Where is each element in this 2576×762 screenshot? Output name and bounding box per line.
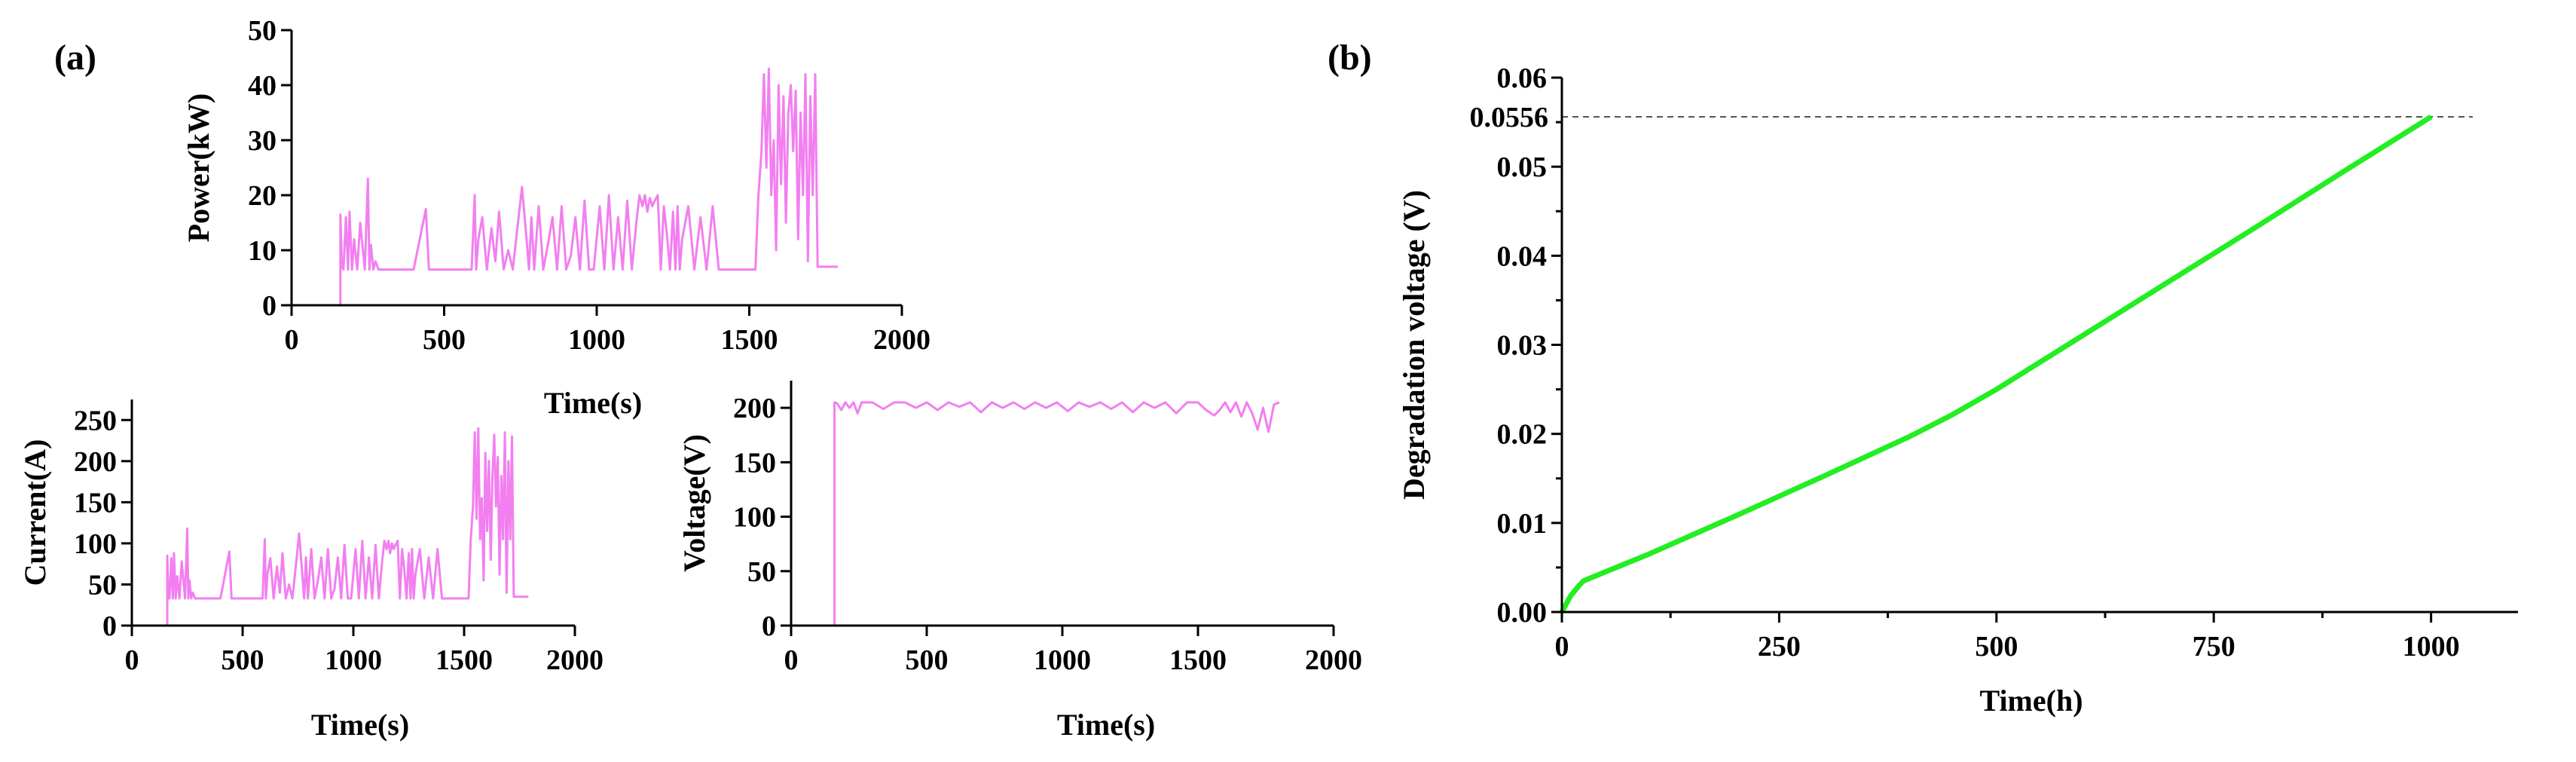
x-tick-label: 1000: [568, 324, 625, 356]
y-tick-label: 200: [74, 446, 117, 478]
current-y-axis-label: Current(A): [18, 439, 52, 586]
x-tick-label: 500: [906, 644, 949, 676]
current-series-line: [132, 427, 529, 627]
voltage-y-axis-label: Voltage(V): [677, 434, 711, 572]
panel-label-a: (a): [54, 38, 96, 78]
y-tick-label: 250: [74, 405, 117, 436]
x-tick-label: 2000: [1305, 644, 1362, 676]
y-tick-label: 40: [248, 70, 277, 102]
y-tick-label: 100: [74, 528, 117, 560]
y-tick-label: 0.04: [1497, 240, 1548, 272]
x-tick-label: 0: [285, 324, 299, 356]
degradation-y-axis-label: Degradation voltage (V): [1397, 190, 1431, 500]
y-tick-label: 10: [248, 235, 277, 267]
current-chart: 0 500 1000 1500 2000 0 50 100 150 200 250 Time(s) Cu…: [18, 399, 604, 742]
y-tick-label: 0.03: [1497, 330, 1548, 362]
power-series-line: [339, 67, 838, 305]
y-tick-label: 50: [248, 15, 277, 47]
x-tick-label: 1500: [721, 324, 778, 356]
degradation-series-line: [1559, 115, 2433, 614]
y-tick-label: 0.06: [1497, 63, 1548, 94]
y-tick-label: 0: [262, 290, 277, 322]
y-tick-label: 20: [248, 180, 277, 212]
x-tick-label: 1500: [435, 644, 493, 676]
x-tick-label: 1000: [325, 644, 382, 676]
x-tick-label: 1500: [1169, 644, 1227, 676]
voltage-chart: 0 500 1000 1500 2000 0 50 100 150 200 Time(s) Volta…: [677, 381, 1362, 742]
y-tick-label: 0.05: [1497, 151, 1548, 183]
x-tick-label: 2000: [873, 324, 930, 356]
y-tick-label: 0: [762, 611, 776, 642]
y-tick-label: 200: [733, 393, 776, 424]
power-y-axis-label: Power(kW): [182, 93, 215, 243]
x-tick-label: 0: [125, 644, 139, 676]
y-tick-label: 0.00: [1497, 597, 1548, 629]
y-tick-label: 50: [747, 556, 776, 588]
x-tick-label: 0: [1555, 631, 1569, 663]
degradation-x-axis-label: Time(h): [1979, 684, 2082, 718]
reference-value-label: 0.0556: [1470, 102, 1549, 133]
y-tick-label: 50: [88, 569, 117, 601]
panel-label-b: (b): [1328, 38, 1372, 78]
x-tick-label: 500: [423, 324, 466, 356]
x-tick-label: 250: [1758, 631, 1801, 663]
y-tick-label: 100: [733, 502, 776, 534]
x-tick-label: 2000: [546, 644, 604, 676]
y-tick-label: 0: [102, 611, 117, 642]
power-chart: 0 500 1000 1500 2000 0 10 20 30 40 50 Time(s) Power(…: [182, 15, 930, 420]
x-tick-label: 750: [2193, 631, 2235, 663]
x-tick-label: 0: [784, 644, 799, 676]
x-tick-label: 500: [1975, 631, 2018, 663]
degradation-chart: 0.0556 0 250 500 750 1000 0.00 0.01 0.02 0.03 0.04…: [1397, 63, 2518, 718]
voltage-x-axis-label: Time(s): [1057, 708, 1155, 742]
y-tick-label: 150: [733, 447, 776, 479]
x-tick-label: 1000: [1034, 644, 1091, 676]
power-x-axis-label: Time(s): [544, 386, 642, 420]
x-tick-label: 500: [222, 644, 264, 676]
y-tick-label: 0.01: [1497, 508, 1548, 540]
y-tick-label: 0.02: [1497, 419, 1548, 451]
y-tick-label: 30: [248, 125, 277, 157]
x-tick-label: 1000: [2403, 631, 2460, 663]
current-x-axis-label: Time(s): [311, 708, 409, 742]
y-tick-label: 150: [74, 487, 117, 519]
voltage-series-line: [833, 401, 1280, 626]
